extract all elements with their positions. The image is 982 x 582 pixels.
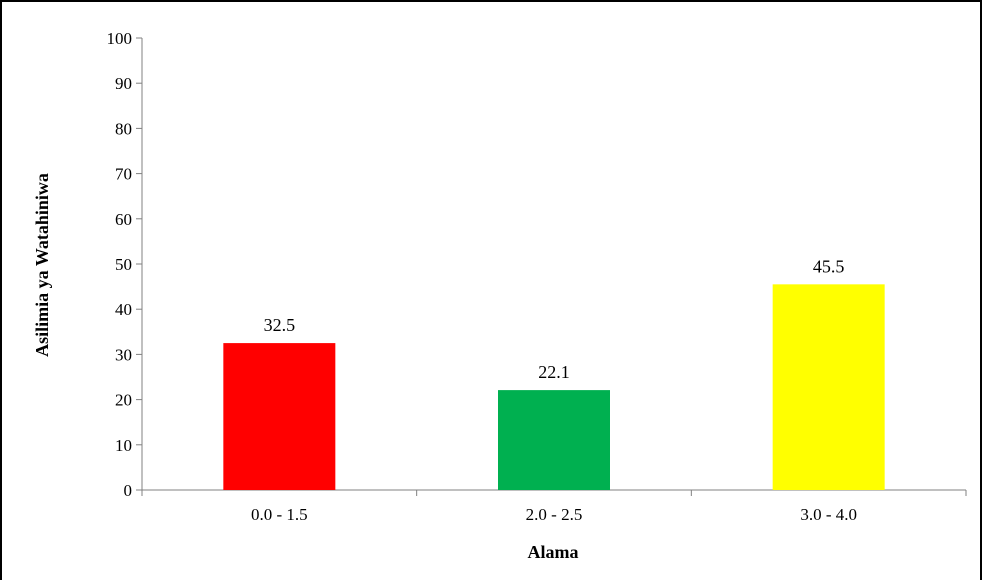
data-label-1: 32.5 <box>264 315 296 335</box>
x-axis-title: Alama <box>528 542 579 562</box>
x-tick-label-1: 0.0 - 1.5 <box>251 505 308 524</box>
x-tick-label-3: 3.0 - 4.0 <box>800 505 857 524</box>
bar-1 <box>223 343 336 490</box>
y-axis-title: Asilimia ya Watahiniwa <box>32 173 52 357</box>
axes: 0 10 20 30 40 50 60 70 80 90 100 0.0 - 1.5 2.0 - 2.5… <box>107 29 967 524</box>
y-tick-label: 10 <box>115 436 132 455</box>
bar-3 <box>772 284 885 490</box>
y-tick-label: 20 <box>115 391 132 410</box>
data-label-3: 45.5 <box>813 256 845 276</box>
y-tick-label: 80 <box>115 119 132 138</box>
y-tick-label: 60 <box>115 210 132 229</box>
bars <box>223 284 885 490</box>
y-tick-label: 30 <box>115 345 132 364</box>
y-tick-label: 100 <box>107 29 133 48</box>
y-tick-label: 90 <box>115 74 132 93</box>
y-tick-label: 70 <box>115 165 132 184</box>
bar-2 <box>498 390 610 490</box>
data-label-2: 22.1 <box>538 362 570 382</box>
x-tick-label-2: 2.0 - 2.5 <box>526 505 583 524</box>
y-tick-label: 50 <box>115 255 132 274</box>
y-tick-label: 0 <box>124 481 133 500</box>
data-labels: 32.5 22.1 45.5 <box>264 256 845 382</box>
y-tick-label: 40 <box>115 300 132 319</box>
